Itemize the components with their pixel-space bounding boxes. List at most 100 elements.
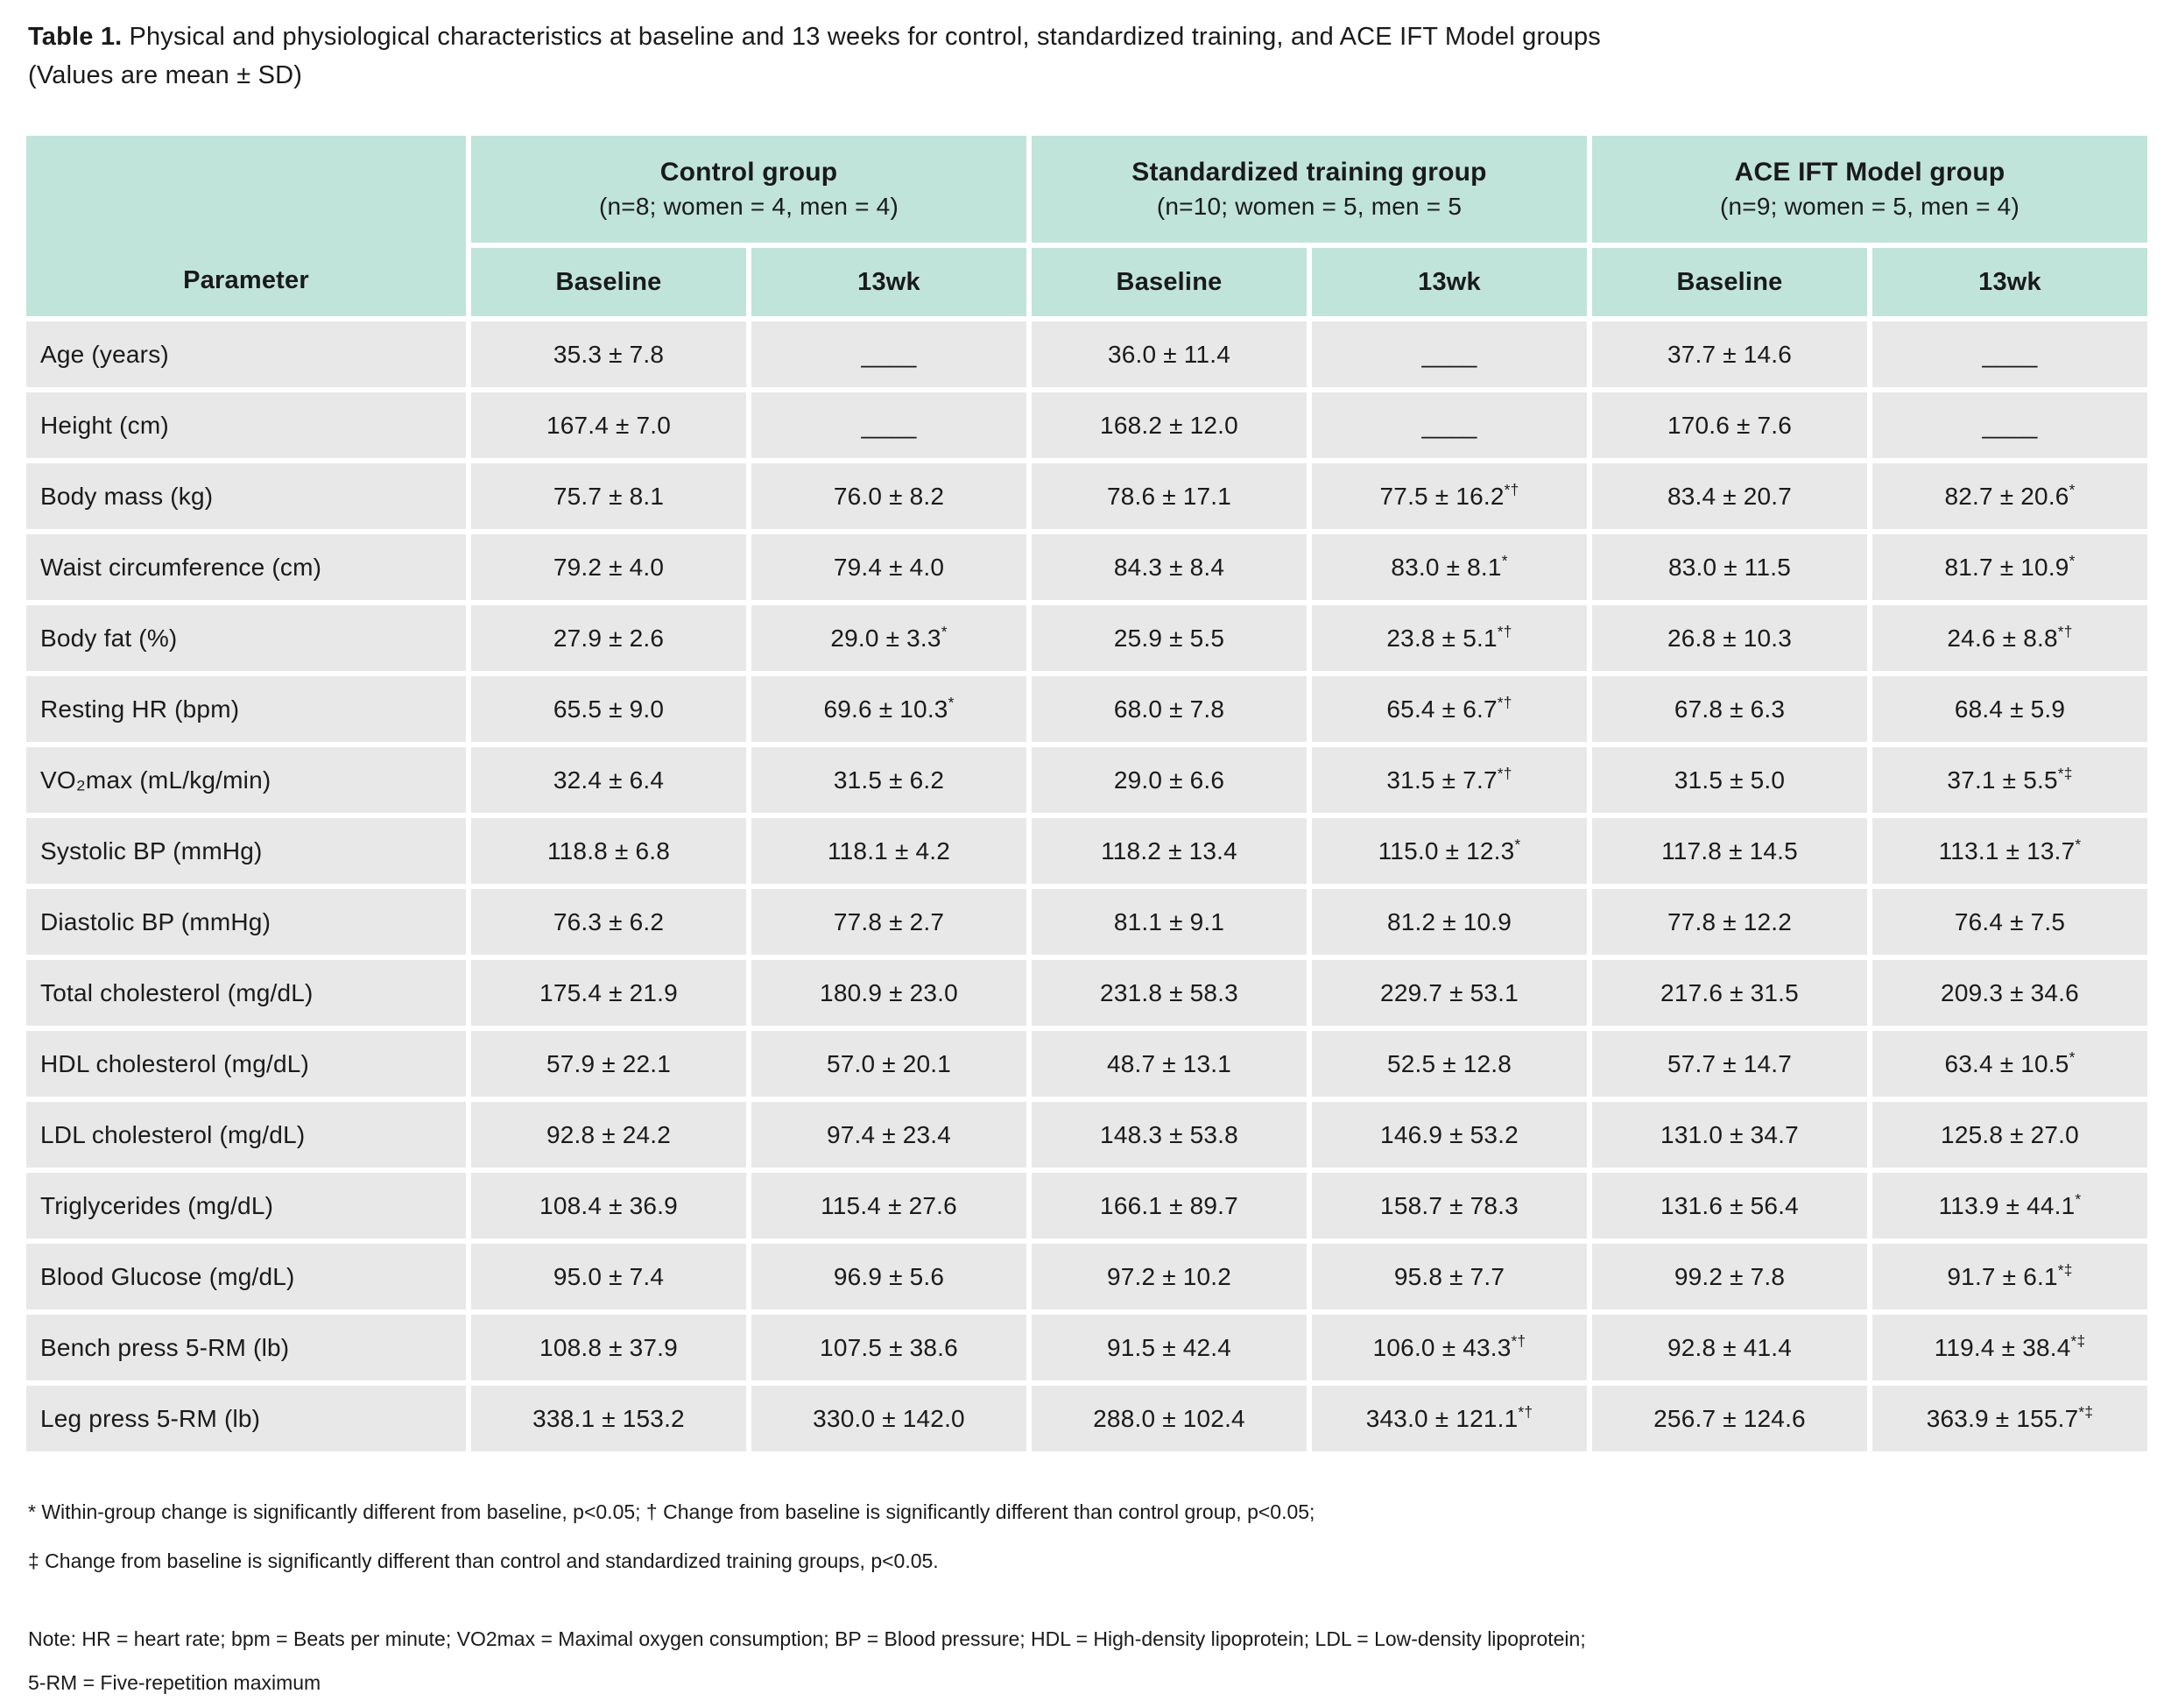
value-cell: 99.2 ± 7.8 bbox=[1592, 1244, 1867, 1309]
value-cell: 29.0 ± 3.3 * bbox=[751, 605, 1026, 671]
subheader-ace-baseline: Baseline bbox=[1592, 248, 1867, 316]
value-cell: 91.5 ± 42.4 bbox=[1032, 1315, 1307, 1380]
parameter-cell: Blood Glucose (mg/dL) bbox=[26, 1244, 466, 1309]
value-cell: 217.6 ± 31.5 bbox=[1592, 960, 1867, 1026]
group-subtext: (n=9; women = 5, men = 4) bbox=[1720, 193, 2019, 220]
value-cell: 81.1 ± 9.1 bbox=[1032, 889, 1307, 955]
value-cell: ____ bbox=[751, 392, 1026, 458]
title-line: Table 1. Physical and physiological chara… bbox=[28, 18, 1601, 56]
value-cell: 77.5 ± 16.2 *† bbox=[1312, 463, 1587, 529]
value-cell: 95.8 ± 7.7 bbox=[1312, 1244, 1587, 1309]
value-cell: 92.8 ± 41.4 bbox=[1592, 1315, 1867, 1380]
value-cell: 113.1 ± 13.7 * bbox=[1872, 818, 2147, 884]
value-cell: 27.9 ± 2.6 bbox=[471, 605, 746, 671]
parameter-cell: LDL cholesterol (mg/dL) bbox=[26, 1102, 466, 1168]
value-cell: 95.0 ± 7.4 bbox=[471, 1244, 746, 1309]
value-cell: 52.5 ± 12.8 bbox=[1312, 1031, 1587, 1097]
table-subtitle: (Values are mean ± SD) bbox=[28, 61, 303, 89]
value-cell: 31.5 ± 6.2 bbox=[751, 747, 1026, 813]
value-cell: 78.6 ± 17.1 bbox=[1032, 463, 1307, 529]
value-cell: 108.4 ± 36.9 bbox=[471, 1173, 746, 1239]
value-cell: ____ bbox=[1312, 392, 1587, 458]
parameter-cell: HDL cholesterol (mg/dL) bbox=[26, 1031, 466, 1097]
parameter-cell: Total cholesterol (mg/dL) bbox=[26, 960, 466, 1026]
value-cell: 146.9 ± 53.2 bbox=[1312, 1102, 1587, 1168]
value-cell: 77.8 ± 2.7 bbox=[751, 889, 1026, 955]
value-cell: 229.7 ± 53.1 bbox=[1312, 960, 1587, 1026]
subheader-standardized-13wk: 13wk bbox=[1312, 248, 1587, 316]
value-cell: 97.4 ± 23.4 bbox=[751, 1102, 1026, 1168]
group-header-standardized: Standardized training group (n=10; women… bbox=[1032, 136, 1587, 243]
value-cell: 67.8 ± 6.3 bbox=[1592, 676, 1867, 742]
value-cell: ____ bbox=[1312, 321, 1587, 387]
value-cell: 24.6 ± 8.8 *† bbox=[1872, 605, 2147, 671]
value-cell: 82.7 ± 20.6 * bbox=[1872, 463, 2147, 529]
parameter-cell: Waist circumference (cm) bbox=[26, 534, 466, 600]
value-cell: 338.1 ± 153.2 bbox=[471, 1386, 746, 1451]
value-cell: 84.3 ± 8.4 bbox=[1032, 534, 1307, 600]
group-subtext: (n=8; women = 4, men = 4) bbox=[599, 193, 899, 220]
value-cell: 79.4 ± 4.0 bbox=[751, 534, 1026, 600]
value-cell: 83.0 ± 11.5 bbox=[1592, 534, 1867, 600]
parameter-cell: Height (cm) bbox=[26, 392, 466, 458]
value-cell: 79.2 ± 4.0 bbox=[471, 534, 746, 600]
parameter-cell: Leg press 5-RM (lb) bbox=[26, 1386, 466, 1451]
abbreviation-notes: Note: HR = heart rate; bpm = Beats per m… bbox=[28, 1617, 1586, 1704]
value-cell: 118.8 ± 6.8 bbox=[471, 818, 746, 884]
parameter-cell: Body fat (%) bbox=[26, 605, 466, 671]
note-line-1: Note: HR = heart rate; bpm = Beats per m… bbox=[28, 1627, 1586, 1650]
value-cell: 119.4 ± 38.4 *‡ bbox=[1872, 1315, 2147, 1380]
value-cell: 83.0 ± 8.1 * bbox=[1312, 534, 1587, 600]
footnote-line-2: ‡ Change from baseline is significantly … bbox=[28, 1549, 939, 1572]
value-cell: 31.5 ± 5.0 bbox=[1592, 747, 1867, 813]
value-cell: 35.3 ± 7.8 bbox=[471, 321, 746, 387]
subheader-control-13wk: 13wk bbox=[751, 248, 1026, 316]
value-cell: 125.8 ± 27.0 bbox=[1872, 1102, 2147, 1168]
value-cell: 76.3 ± 6.2 bbox=[471, 889, 746, 955]
value-cell: 92.8 ± 24.2 bbox=[471, 1102, 746, 1168]
value-cell: 166.1 ± 89.7 bbox=[1032, 1173, 1307, 1239]
value-cell: 117.8 ± 14.5 bbox=[1592, 818, 1867, 884]
value-cell: 167.4 ± 7.0 bbox=[471, 392, 746, 458]
header-cell-parameter: Parameter bbox=[26, 136, 466, 316]
value-cell: 29.0 ± 6.6 bbox=[1032, 747, 1307, 813]
value-cell: 113.9 ± 44.1 * bbox=[1872, 1173, 2147, 1239]
table-title: Table 1. Physical and physiological chara… bbox=[28, 18, 1601, 95]
value-cell: 330.0 ± 142.0 bbox=[751, 1386, 1026, 1451]
value-cell: 107.5 ± 38.6 bbox=[751, 1315, 1026, 1380]
value-cell: 256.7 ± 124.6 bbox=[1592, 1386, 1867, 1451]
table-grid: Parameter Control group (n=8; women = 4,… bbox=[26, 136, 2147, 1451]
parameter-cell: Age (years) bbox=[26, 321, 466, 387]
table-caption: Physical and physiological characteristi… bbox=[129, 23, 1602, 51]
group-header-ace-ift: ACE IFT Model group (n=9; women = 5, men… bbox=[1592, 136, 2147, 243]
value-cell: 106.0 ± 43.3 *† bbox=[1312, 1315, 1587, 1380]
parameter-cell: Diastolic BP (mmHg) bbox=[26, 889, 466, 955]
value-cell: 131.0 ± 34.7 bbox=[1592, 1102, 1867, 1168]
value-cell: ____ bbox=[1872, 321, 2147, 387]
group-name: Control group bbox=[659, 158, 838, 187]
parameter-cell: Systolic BP (mmHg) bbox=[26, 818, 466, 884]
value-cell: 170.6 ± 7.6 bbox=[1592, 392, 1867, 458]
parameter-cell: Bench press 5-RM (lb) bbox=[26, 1315, 466, 1380]
value-cell: 115.4 ± 27.6 bbox=[751, 1173, 1026, 1239]
value-cell: 48.7 ± 13.1 bbox=[1032, 1031, 1307, 1097]
value-cell: 68.4 ± 5.9 bbox=[1872, 676, 2147, 742]
value-cell: 23.8 ± 5.1 *† bbox=[1312, 605, 1587, 671]
subheader-control-baseline: Baseline bbox=[471, 248, 746, 316]
value-cell: 25.9 ± 5.5 bbox=[1032, 605, 1307, 671]
value-cell: 108.8 ± 37.9 bbox=[471, 1315, 746, 1380]
footnote-line-1: * Within-group change is significantly d… bbox=[28, 1500, 1315, 1523]
parameter-cell: Body mass (kg) bbox=[26, 463, 466, 529]
value-cell: 76.4 ± 7.5 bbox=[1872, 889, 2147, 955]
value-cell: 96.9 ± 5.6 bbox=[751, 1244, 1026, 1309]
value-cell: 81.7 ± 10.9 * bbox=[1872, 534, 2147, 600]
value-cell: 131.6 ± 56.4 bbox=[1592, 1173, 1867, 1239]
value-cell: 118.2 ± 13.4 bbox=[1032, 818, 1307, 884]
subheader-ace-13wk: 13wk bbox=[1872, 248, 2147, 316]
subheader-standardized-baseline: Baseline bbox=[1032, 248, 1307, 316]
value-cell: 363.9 ± 155.7 *‡ bbox=[1872, 1386, 2147, 1451]
value-cell: 118.1 ± 4.2 bbox=[751, 818, 1026, 884]
table-number: Table 1. bbox=[28, 23, 123, 51]
value-cell: 75.7 ± 8.1 bbox=[471, 463, 746, 529]
